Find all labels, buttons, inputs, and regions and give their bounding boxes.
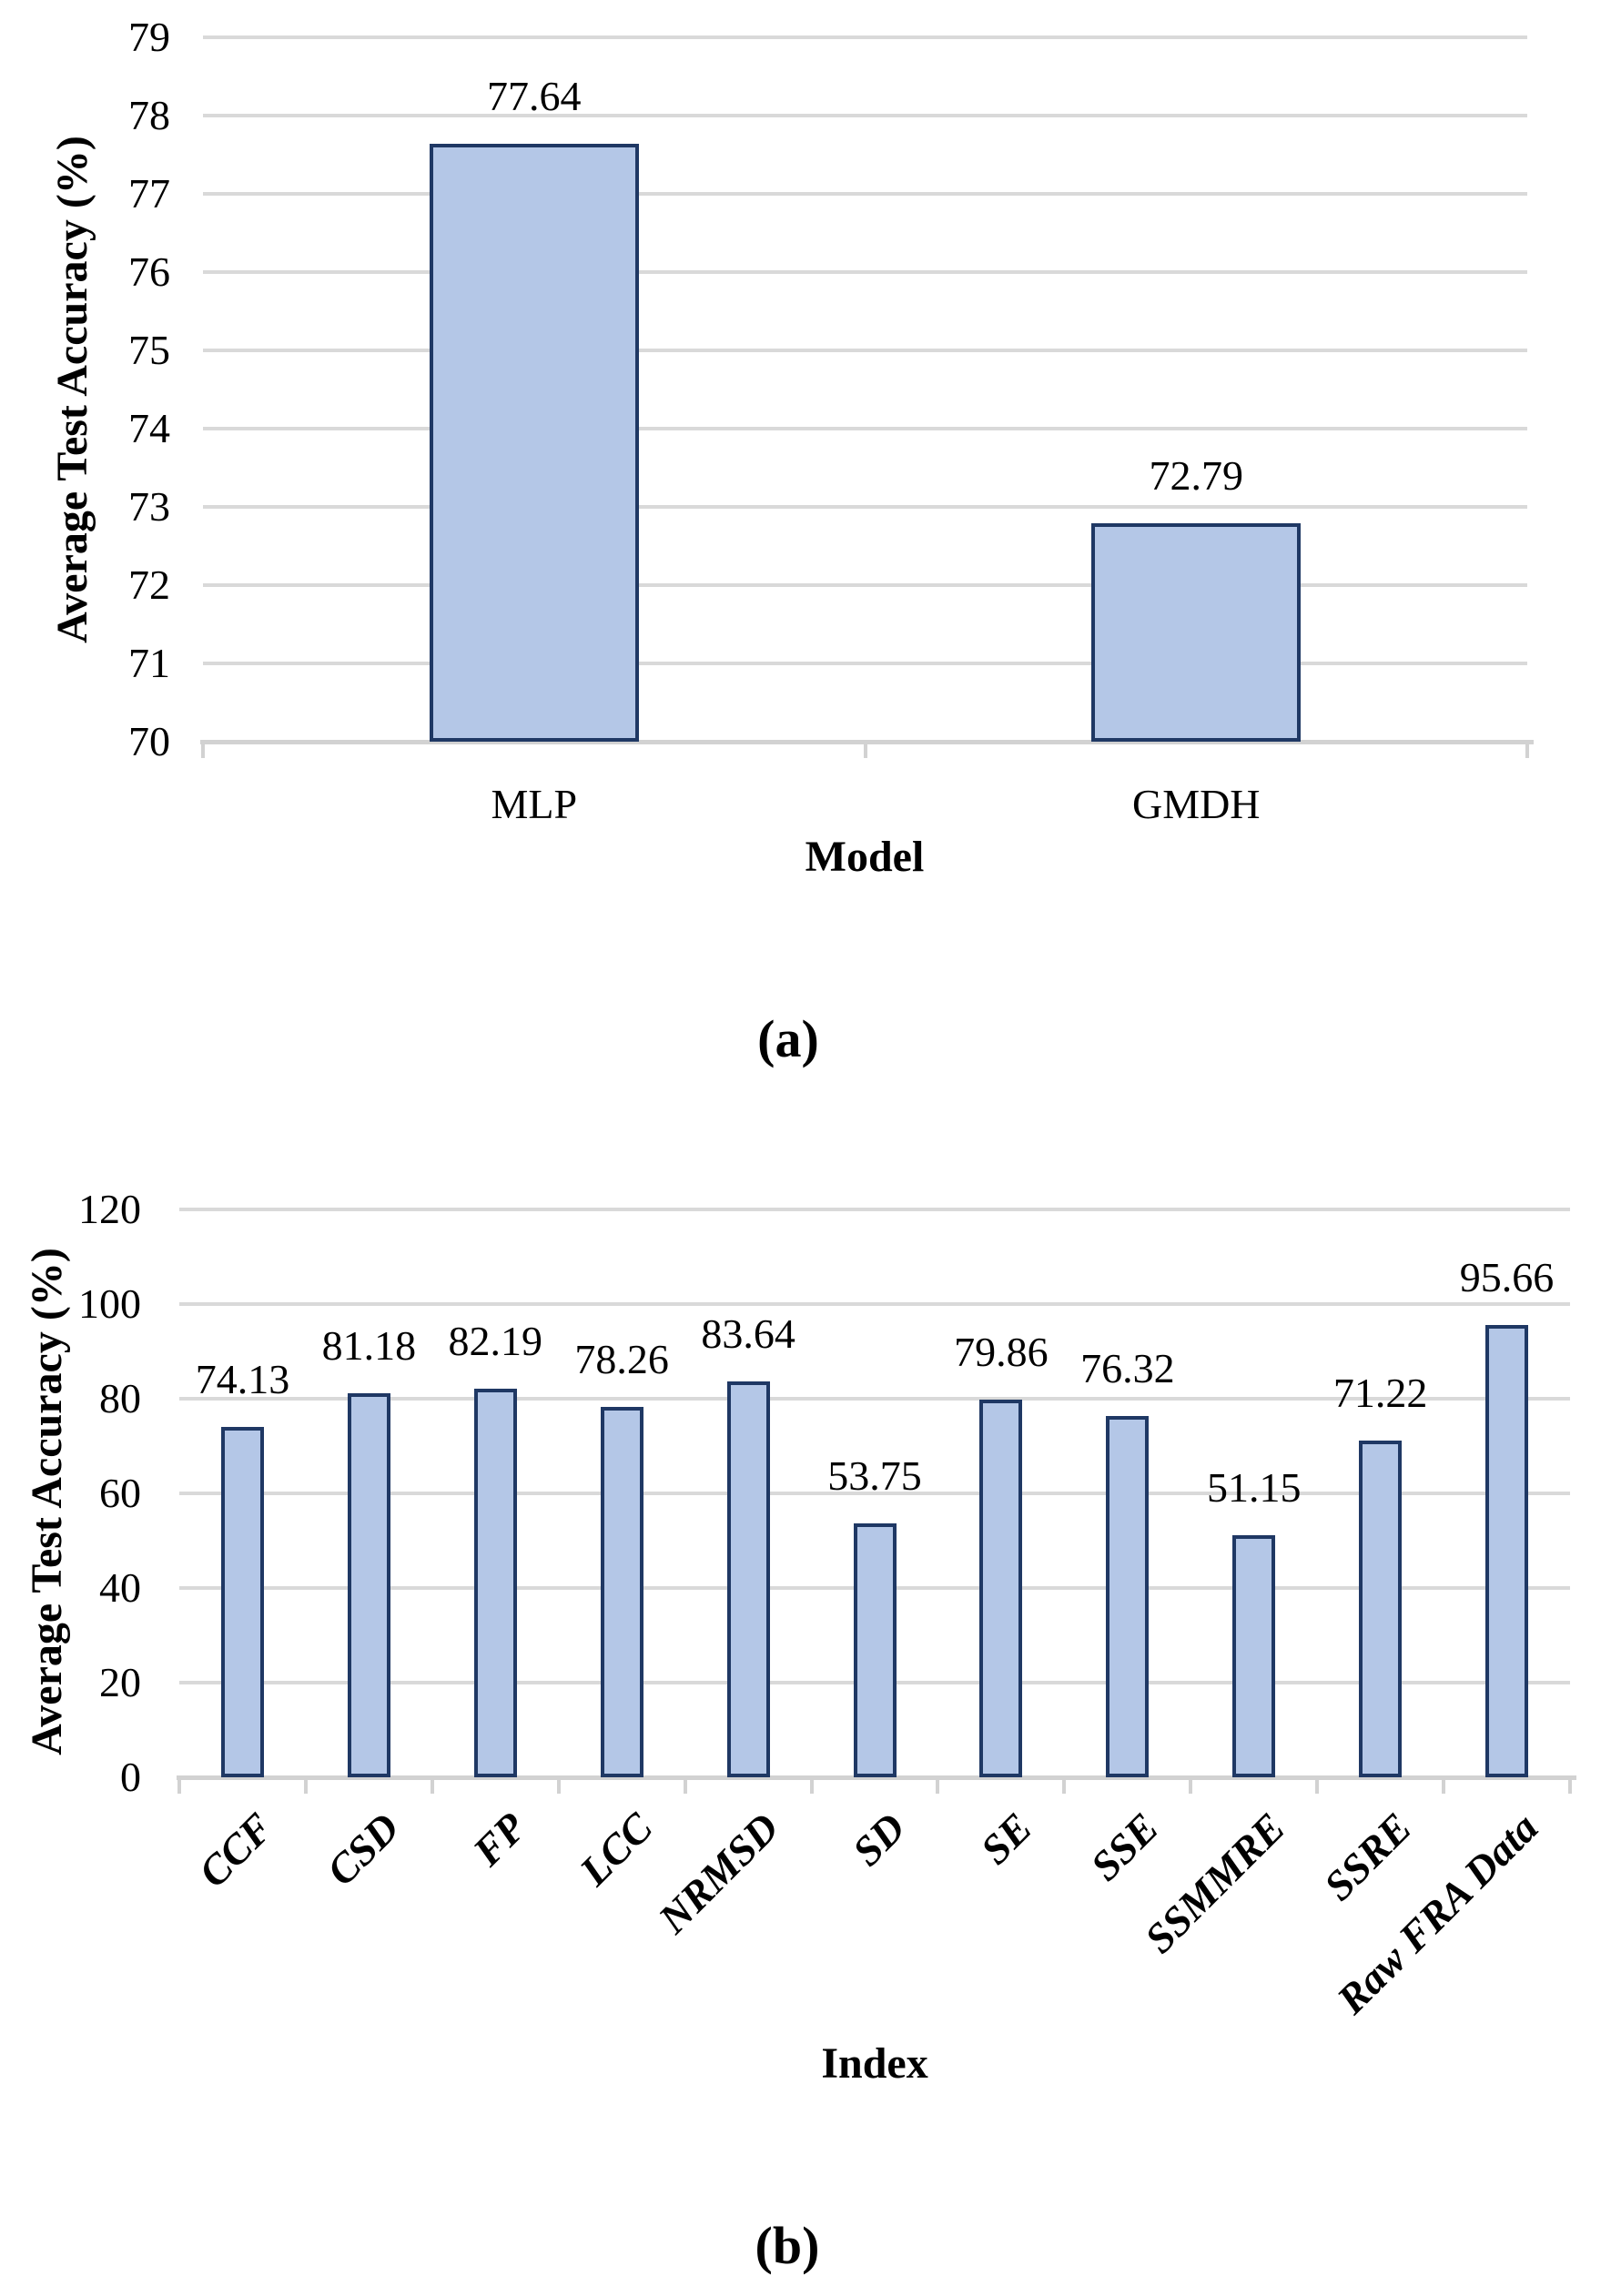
y-tick-label: 70 <box>128 718 170 764</box>
bar-gmdh <box>1091 523 1302 742</box>
bar-fp <box>473 1388 517 1777</box>
y-tick-label: 40 <box>99 1564 141 1611</box>
gridline <box>203 192 1527 196</box>
x-axis-line <box>177 1775 1576 1780</box>
value-label-fp: 82.19 <box>448 1317 543 1364</box>
value-label-sse: 76.32 <box>1080 1345 1175 1392</box>
y-tick-label: 60 <box>99 1470 141 1516</box>
x-category-label-mlp: MLP <box>491 781 578 827</box>
x-axis-tick <box>1062 1780 1067 1794</box>
bar-sse <box>1106 1416 1150 1777</box>
value-label-sd: 53.75 <box>827 1451 922 1499</box>
x-axis-tick <box>683 1780 687 1794</box>
bar-mlp <box>429 143 639 742</box>
subfigure-caption-b: (b) <box>755 2216 820 2275</box>
y-tick-label: 76 <box>128 248 170 295</box>
gridline <box>203 505 1527 509</box>
x-axis-tick <box>863 744 867 758</box>
value-label-mlp: 77.64 <box>487 72 582 119</box>
bar-lcc <box>600 1407 643 1777</box>
gridline <box>179 1492 1570 1495</box>
bar-raw-fra-data <box>1485 1324 1529 1777</box>
x-axis-tick <box>1525 744 1529 758</box>
x-axis-tick <box>1442 1780 1446 1794</box>
gridline <box>179 1208 1570 1211</box>
x-axis-tick <box>177 1780 181 1794</box>
y-tick-label: 120 <box>78 1186 141 1232</box>
x-axis-tick <box>1189 1780 1193 1794</box>
bar-ccf <box>220 1426 264 1777</box>
y-tick-label: 100 <box>78 1280 141 1327</box>
gridline <box>179 1302 1570 1306</box>
y-tick-label: 71 <box>128 640 170 686</box>
value-label-ccf: 74.13 <box>195 1355 290 1402</box>
value-label-raw-fra-data: 95.66 <box>1459 1253 1555 1300</box>
bar-nrmsd <box>726 1381 770 1777</box>
x-axis-tick <box>430 1780 434 1794</box>
x-axis-tick <box>1568 1780 1572 1794</box>
bar-se <box>979 1399 1023 1777</box>
y-tick-label: 79 <box>128 14 170 60</box>
y-tick-label: 77 <box>128 170 170 217</box>
value-label-csd: 81.18 <box>321 1321 417 1369</box>
gridline <box>203 270 1527 274</box>
x-axis-tick <box>936 1780 940 1794</box>
bar-ssmmre <box>1232 1535 1276 1777</box>
value-label-gmdh: 72.79 <box>1149 452 1244 500</box>
y-tick-label: 78 <box>128 92 170 138</box>
gridline <box>203 427 1527 430</box>
value-label-nrmsd: 83.64 <box>701 1310 795 1358</box>
value-label-lcc: 78.26 <box>574 1336 669 1383</box>
value-label-ssmmre: 51.15 <box>1206 1464 1302 1512</box>
value-label-se: 79.86 <box>954 1328 1049 1375</box>
x-category-label-gmdh: GMDH <box>1131 781 1261 827</box>
x-axis-line <box>200 740 1534 744</box>
y-tick-label: 20 <box>99 1659 141 1705</box>
gridline <box>179 1397 1570 1401</box>
y-tick-label: 74 <box>128 405 170 451</box>
x-axis-tick <box>1315 1780 1320 1794</box>
bar-ssre <box>1359 1440 1403 1777</box>
bar-csd <box>347 1392 390 1777</box>
y-tick-label: 0 <box>120 1754 141 1800</box>
y-tick-label: 80 <box>99 1375 141 1421</box>
x-axis-title-b: Index <box>821 2039 928 2088</box>
subfigure-caption-a: (a) <box>757 1009 819 1068</box>
x-axis-title-a: Model <box>805 833 925 881</box>
gridline <box>203 583 1527 587</box>
value-label-ssre: 71.22 <box>1332 1369 1428 1416</box>
gridline <box>203 662 1527 665</box>
x-axis-tick <box>303 1780 308 1794</box>
gridline <box>203 349 1527 352</box>
gridline <box>203 114 1527 117</box>
y-tick-label: 75 <box>128 327 170 373</box>
gridline <box>203 35 1527 39</box>
y-tick-label: 72 <box>128 561 170 608</box>
x-axis-tick <box>556 1780 561 1794</box>
x-axis-tick <box>201 744 205 758</box>
y-tick-label: 73 <box>128 483 170 530</box>
x-axis-tick <box>809 1780 814 1794</box>
bar-sd <box>853 1522 897 1777</box>
